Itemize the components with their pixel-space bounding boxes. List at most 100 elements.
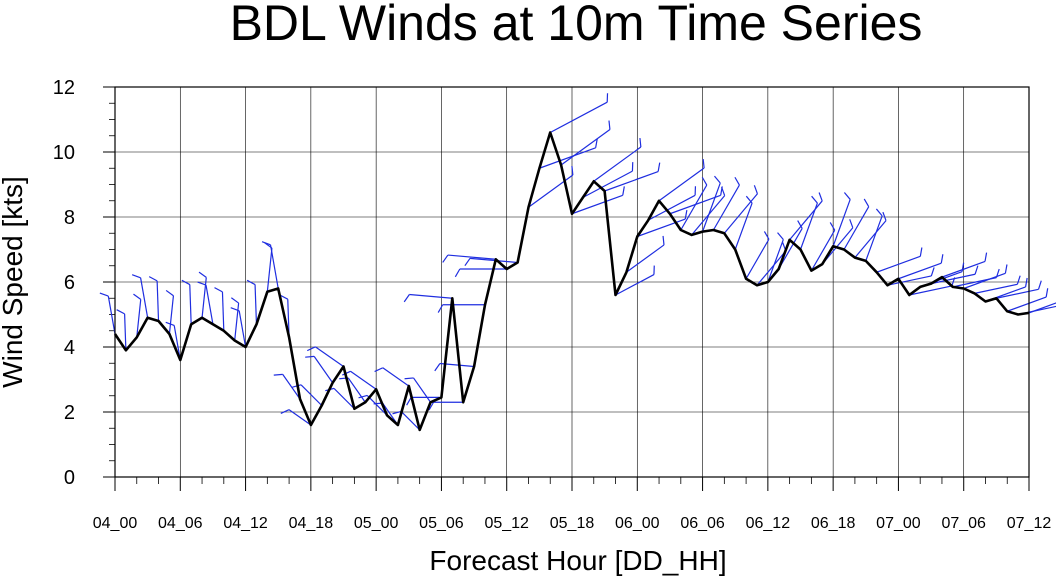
wind-barb-flag bbox=[595, 138, 598, 148]
wind-barb-flag bbox=[116, 309, 125, 315]
wind-barb bbox=[148, 276, 160, 322]
x-tick-label: 06_18 bbox=[811, 515, 856, 532]
wind-barb-flag bbox=[843, 192, 851, 200]
wind-barb-flag bbox=[305, 355, 315, 358]
wind-barb bbox=[996, 280, 1042, 299]
x-tick-labels: 04_00 04_06 04_12 04_18 05_00 05_06 05_12 05_18… bbox=[93, 515, 1052, 532]
wind-barb-staff bbox=[615, 274, 655, 296]
wind-barb bbox=[1007, 288, 1049, 312]
x-tick-label: 04_12 bbox=[223, 515, 268, 532]
wind-barb-flag bbox=[280, 409, 290, 415]
chart-title: BDL Winds at 10m Time Series bbox=[230, 0, 923, 51]
wind-barb-flag bbox=[919, 247, 923, 257]
x-tick-label: 07_12 bbox=[1007, 515, 1052, 532]
wind-barb bbox=[626, 235, 665, 273]
wind-barb bbox=[582, 162, 634, 199]
wind-barb-flag bbox=[404, 377, 414, 380]
wind-barb-flag bbox=[657, 162, 661, 172]
wind-barb-flag bbox=[428, 401, 435, 411]
wind-barb bbox=[1028, 302, 1056, 314]
wind-barb-flag bbox=[811, 195, 818, 204]
wind-barb-staff bbox=[266, 247, 273, 292]
wind-barb bbox=[571, 186, 625, 215]
wind-barb-staff bbox=[413, 377, 432, 403]
wind-barb-staff bbox=[723, 193, 758, 234]
wind-barb bbox=[560, 120, 611, 166]
wind-barb bbox=[133, 293, 142, 338]
wind-barb bbox=[198, 271, 207, 318]
wind-barb-flag bbox=[99, 292, 109, 297]
wind-barb-flag bbox=[406, 397, 412, 406]
wind-barb bbox=[305, 355, 334, 384]
wind-barb-flag bbox=[1004, 264, 1008, 274]
wind-barb-staff bbox=[680, 184, 708, 231]
wind-barb-flag bbox=[358, 394, 368, 399]
y-tick-label: 6 bbox=[64, 272, 75, 294]
wind-barb-flag bbox=[442, 254, 449, 263]
wind-barb bbox=[702, 175, 721, 232]
wind-barb-flag bbox=[434, 363, 441, 372]
wind-barb-flag bbox=[1037, 280, 1042, 290]
wind-barb-flag bbox=[608, 120, 611, 130]
wind-barb-flag bbox=[818, 192, 823, 202]
wind-barb bbox=[230, 297, 240, 341]
wind-barb bbox=[876, 247, 923, 273]
wind-barb-flag bbox=[734, 176, 740, 186]
wind-barb-staff bbox=[745, 238, 770, 280]
wind-barb bbox=[745, 231, 770, 280]
wind-barb-flag bbox=[777, 232, 784, 240]
wind-barb-staff bbox=[734, 202, 753, 250]
wind-barb-flag bbox=[662, 235, 665, 246]
wind-barb-staff bbox=[930, 273, 976, 285]
wind-barb bbox=[615, 265, 655, 296]
wind-barb-staff bbox=[347, 377, 366, 403]
wind-barb-staff bbox=[778, 228, 803, 270]
y-tick-labels: 0 2 4 6 8 10 12 bbox=[53, 77, 75, 489]
wind-barb-flag bbox=[214, 287, 223, 293]
wind-barb bbox=[437, 304, 485, 313]
x-tick-label: 06_00 bbox=[615, 515, 660, 532]
wind-barb-staff bbox=[658, 167, 705, 202]
wind-barb-flag bbox=[403, 294, 410, 303]
wind-barb-flag bbox=[1045, 288, 1049, 298]
wind-barb bbox=[832, 192, 851, 247]
wind-barb bbox=[963, 264, 1008, 290]
wind-barb-flag bbox=[745, 195, 753, 204]
wind-barb-flag bbox=[875, 208, 883, 217]
wind-barb-flag bbox=[464, 257, 471, 267]
wind-barb bbox=[454, 268, 507, 278]
wind-barb-staff bbox=[168, 295, 175, 335]
wind-barb-staff bbox=[941, 260, 986, 278]
wind-barb-staff bbox=[571, 194, 623, 215]
x-tick-label: 04_18 bbox=[289, 515, 334, 532]
wind-barb-flag bbox=[571, 165, 574, 176]
wind-barb bbox=[307, 346, 344, 367]
y-tick-label: 8 bbox=[64, 207, 75, 229]
wind-barb-staff bbox=[854, 220, 887, 259]
wind-barb-flag bbox=[230, 297, 239, 304]
wind-barb bbox=[464, 257, 518, 267]
wind-barb-flag bbox=[714, 175, 721, 184]
wind-barb-staff bbox=[637, 218, 686, 238]
wind-barb bbox=[658, 158, 705, 202]
wind-barb-flag bbox=[639, 138, 642, 148]
y-tick-label: 0 bbox=[64, 467, 75, 489]
wind-barb bbox=[165, 289, 175, 335]
wind-barb bbox=[778, 220, 803, 270]
wind-barb-flag bbox=[279, 294, 289, 300]
wind-barb bbox=[403, 293, 453, 303]
y-tick-label: 10 bbox=[53, 142, 75, 164]
wind-barb-staff bbox=[288, 409, 312, 426]
wind-barb bbox=[374, 367, 410, 387]
wind-barb-flag bbox=[246, 279, 256, 286]
wind-barb-flag bbox=[763, 231, 770, 240]
wind-barb-staff bbox=[539, 147, 596, 169]
wind-barb bbox=[358, 394, 388, 416]
x-tick-label: 04_00 bbox=[93, 515, 138, 532]
wind-barb-flag bbox=[753, 185, 759, 195]
wind-barb-staff bbox=[582, 170, 633, 199]
wind-barb bbox=[647, 186, 697, 221]
wind-barb-flag bbox=[454, 268, 461, 278]
wind-barb bbox=[214, 287, 225, 331]
